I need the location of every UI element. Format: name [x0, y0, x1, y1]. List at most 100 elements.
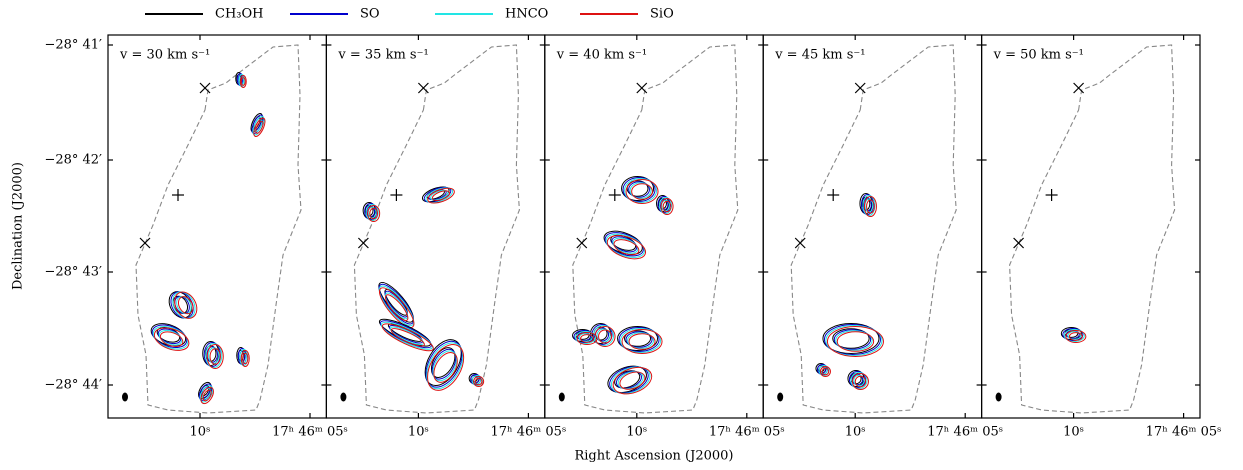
contour — [431, 190, 451, 201]
contour — [381, 323, 434, 352]
contour — [473, 376, 485, 387]
beam — [995, 392, 1002, 402]
contour — [1068, 332, 1083, 341]
contour — [620, 328, 662, 353]
contour — [168, 291, 192, 319]
cross-marker — [139, 237, 151, 249]
contour — [612, 237, 639, 254]
contour — [364, 203, 378, 220]
contour — [866, 199, 875, 214]
contour — [578, 333, 593, 342]
contour — [378, 285, 415, 327]
contour — [576, 332, 598, 345]
contour — [240, 77, 246, 86]
contour — [854, 375, 867, 388]
contour — [430, 189, 449, 201]
contour — [603, 230, 643, 255]
contour — [629, 182, 652, 199]
contour — [613, 239, 640, 256]
contour — [609, 366, 649, 394]
panel: v = 50 km s⁻¹ 10ˢ 17ʰ 46ᵐ 05ˢ — [980, 34, 1222, 440]
contour — [850, 372, 868, 389]
contour — [378, 318, 432, 347]
contour — [573, 330, 595, 343]
panel-frame — [980, 34, 1201, 419]
contour — [819, 366, 831, 377]
contour — [610, 366, 651, 394]
beam — [340, 392, 347, 402]
contour — [389, 326, 424, 345]
contour — [853, 374, 865, 387]
cross-marker — [199, 82, 211, 94]
contour — [606, 235, 647, 260]
contour — [253, 117, 266, 138]
contour — [380, 321, 433, 350]
contour — [607, 365, 647, 394]
contour — [631, 183, 653, 200]
panel: v = 40 km s⁻¹ 10ˢ 17ʰ 46ᵐ 05ˢ — [544, 34, 785, 440]
x-tick-label: 10ˢ — [1063, 425, 1084, 440]
contour — [152, 325, 189, 350]
contour — [425, 187, 454, 204]
contour — [621, 176, 655, 201]
contour — [1062, 328, 1084, 341]
contour — [614, 370, 641, 389]
contour — [836, 331, 875, 352]
panel-frame — [544, 34, 764, 419]
contour — [367, 206, 377, 219]
contour — [612, 366, 653, 395]
contour — [625, 179, 659, 204]
contour — [427, 187, 455, 204]
contour — [826, 326, 884, 357]
panel: v = 45 km s⁻¹ 10ˢ 17ʰ 46ᵐ 05ˢ — [762, 34, 1003, 440]
contour — [239, 75, 247, 88]
contour — [611, 236, 638, 253]
contour — [660, 198, 674, 215]
cross-marker — [636, 82, 648, 94]
contour — [153, 327, 190, 351]
contour — [384, 290, 408, 318]
contour — [365, 204, 379, 221]
y-axis-label: Declination (J2000) — [11, 162, 26, 290]
x-tick-label: 10ˢ — [408, 425, 429, 440]
contour — [367, 205, 381, 222]
contour — [424, 339, 462, 386]
beam — [558, 392, 565, 402]
footprint-outline — [1009, 44, 1176, 414]
contour — [1067, 331, 1082, 340]
x-tick-label: 17ʰ 46ᵐ 05ˢ — [272, 425, 348, 440]
cross-marker — [1073, 82, 1085, 94]
footprint-outline — [353, 44, 520, 414]
contour — [390, 328, 425, 347]
contour — [369, 207, 379, 220]
contour — [255, 120, 264, 134]
cross-marker — [854, 82, 866, 94]
legend-label: SiO — [650, 7, 674, 22]
legend-label: CH₃OH — [215, 7, 264, 22]
contour — [385, 294, 409, 322]
contour — [151, 324, 188, 349]
contour — [379, 320, 432, 349]
contour — [832, 328, 870, 349]
contour — [150, 323, 187, 347]
y-tick-label: −28° 42′ — [44, 153, 102, 168]
contour — [157, 328, 182, 345]
contour — [158, 329, 183, 346]
contour — [242, 352, 249, 365]
contour — [625, 331, 653, 348]
contour — [619, 371, 646, 390]
contour — [1063, 329, 1085, 342]
contour — [430, 347, 456, 378]
contour — [617, 371, 644, 390]
y-tick-label: −28° 44′ — [44, 378, 102, 393]
contour — [657, 196, 671, 213]
cross-marker — [576, 237, 588, 249]
contour — [209, 348, 221, 365]
x-axis-label: Right Ascension (J2000) — [574, 449, 733, 464]
contour — [431, 348, 457, 380]
panel: v = 35 km s⁻¹ 10ˢ 17ʰ 46ᵐ 05ˢ — [325, 34, 566, 440]
contour — [200, 386, 214, 405]
beam — [777, 392, 784, 402]
cross-marker — [794, 237, 806, 249]
